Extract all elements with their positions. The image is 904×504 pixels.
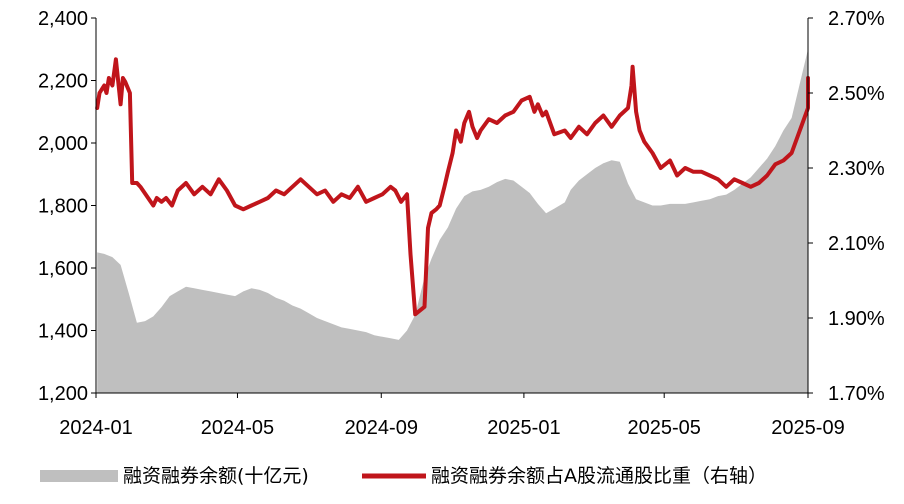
right-tick-label: 1.90% [828,308,885,330]
right-tick-label: 1.70% [828,383,885,405]
x-tick-label: 2025-05 [627,417,700,439]
x-tick-label: 2024-05 [201,417,274,439]
left-tick-label: 2,200 [38,71,88,93]
left-tick-label: 2,000 [38,133,88,155]
left-axis-ticks: 1,200 1,400 1,600 1,800 2,000 2,200 2,400 [38,8,96,405]
x-axis-ticks: 2024-01 2024-05 2024-09 2025-01 2025-05 2025-… [59,393,845,439]
x-tick-label: 2024-01 [59,417,132,439]
margin-balance-area-layer [97,18,808,393]
margin-balance-area [97,18,808,393]
right-tick-label: 2.10% [828,233,885,255]
left-tick-label: 2,400 [38,8,88,30]
legend-area-label: 融资融券余额(十亿元) [123,465,309,487]
right-tick-label: 2.30% [828,158,885,180]
x-tick-label: 2025-01 [487,417,560,439]
margin-ratio-line-layer [95,57,810,317]
margin-ratio-line [95,57,810,317]
left-tick-label: 1,800 [38,196,88,218]
right-tick-label: 2.50% [828,83,885,105]
legend: 融资融券余额(十亿元) 融资融券余额占A股流通股比重（右轴） [40,465,767,487]
legend-area-swatch [40,470,118,482]
left-tick-label: 1,200 [38,383,88,405]
x-tick-label: 2025-09 [771,417,844,439]
right-axis-ticks: 1.70% 1.90% 2.10% 2.30% 2.50% 2.70% [808,8,885,405]
right-tick-label: 2.70% [828,8,885,30]
legend-line-label: 融资融券余额占A股流通股比重（右轴） [431,465,767,487]
x-tick-label: 2024-09 [345,417,418,439]
left-tick-label: 1,400 [38,321,88,343]
left-tick-label: 1,600 [38,258,88,280]
